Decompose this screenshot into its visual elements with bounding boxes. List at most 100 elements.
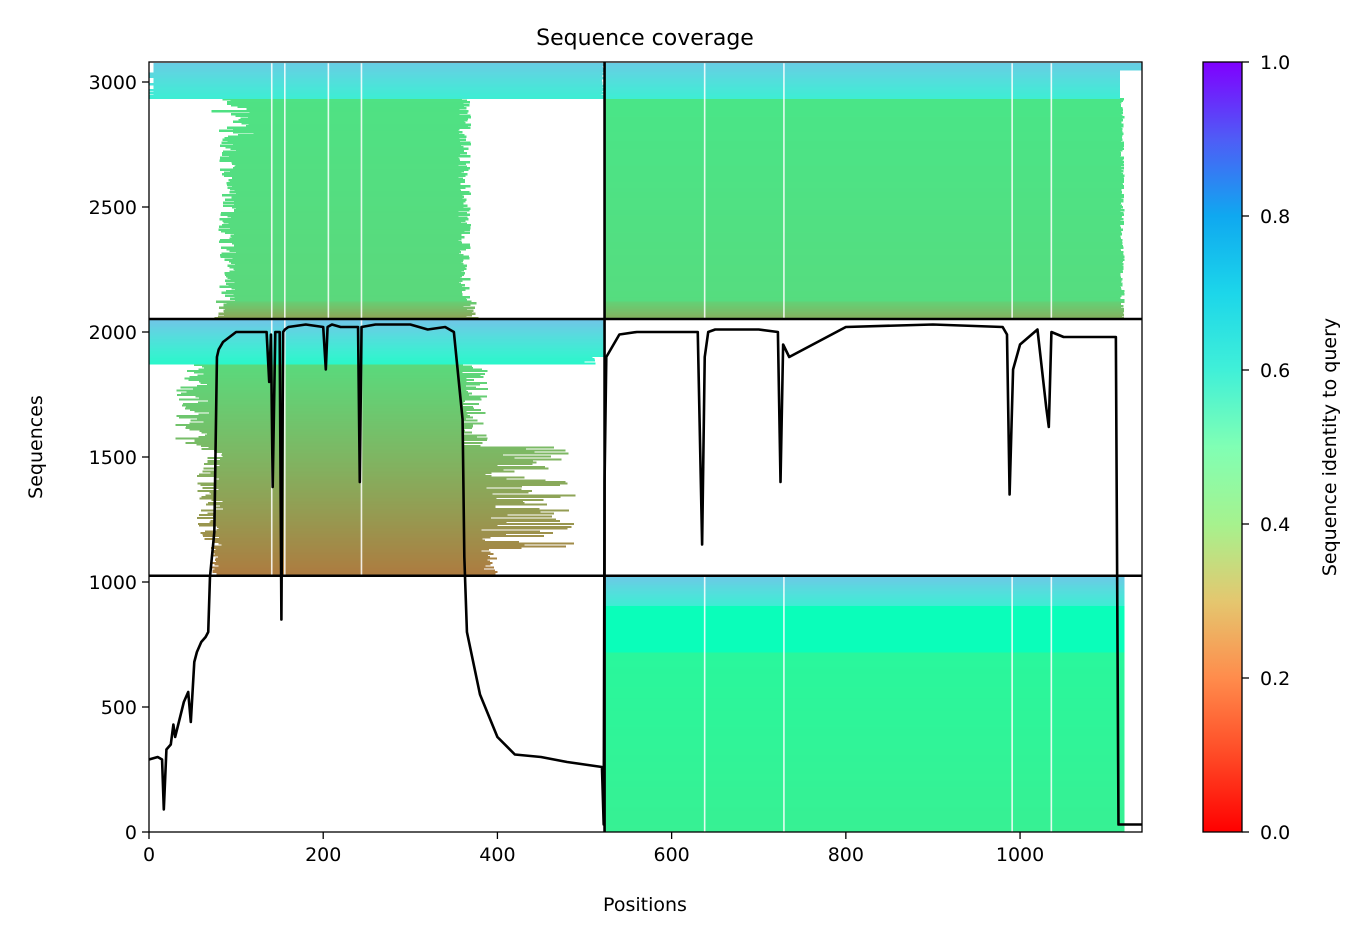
heatmap-row <box>221 252 460 255</box>
heatmap-row <box>232 257 470 260</box>
heatmap-row <box>228 179 465 182</box>
heatmap-row <box>604 614 1125 617</box>
heatmap-row <box>216 572 496 575</box>
heatmap-row <box>228 135 467 138</box>
heatmap-row <box>604 728 1125 731</box>
heatmap-row <box>246 107 467 110</box>
heatmap-row <box>604 758 1125 761</box>
heatmap-row <box>236 149 464 152</box>
heatmap-row <box>204 462 533 466</box>
heatmap-row <box>604 725 1125 728</box>
heatmap-row <box>214 476 525 479</box>
heatmap-row <box>201 495 561 499</box>
heatmap-row <box>604 285 1121 288</box>
heatmap-row <box>604 66 1142 69</box>
heatmap-row <box>604 785 1125 788</box>
heatmap-row <box>604 84 1121 87</box>
x-tick-label: 0 <box>143 844 155 866</box>
heatmap-row <box>604 224 1121 227</box>
heatmap-row <box>149 362 596 365</box>
heatmap-row <box>604 200 1124 203</box>
heatmap-row <box>200 483 560 487</box>
gap-streak <box>1050 575 1053 832</box>
heatmap-row <box>604 735 1125 738</box>
heatmap-row <box>198 524 498 527</box>
heatmap-row <box>604 644 1125 647</box>
heatmap-row <box>197 489 532 493</box>
heatmap-row <box>218 129 459 132</box>
heatmap-row <box>149 353 605 356</box>
heatmap-row <box>604 689 1125 692</box>
heatmap-row <box>197 417 467 421</box>
heatmap-row <box>604 63 1142 66</box>
heatmap-row <box>149 330 605 334</box>
heatmap-row <box>199 473 486 476</box>
gap-streak <box>703 63 706 319</box>
heatmap-row <box>604 266 1124 269</box>
heatmap-row <box>237 105 465 108</box>
heatmap-row <box>604 624 1125 627</box>
heatmap-row <box>229 191 470 194</box>
gap-streak <box>703 575 706 832</box>
heatmap-row <box>213 540 519 544</box>
heatmap-row <box>604 156 1124 159</box>
heatmap-row <box>604 272 1121 275</box>
heatmap-row <box>228 284 465 287</box>
heatmap-row <box>222 201 464 204</box>
heatmap-row <box>238 119 468 122</box>
heatmap-row <box>604 258 1125 261</box>
heatmap-row <box>149 333 605 337</box>
heatmap-row <box>604 251 1124 254</box>
heatmap-row <box>604 177 1124 180</box>
heatmap-row <box>229 155 471 158</box>
gap-streak <box>1011 63 1013 319</box>
heatmap-row <box>227 186 466 189</box>
heatmap-row <box>604 170 1124 173</box>
heatmap-row <box>229 266 465 269</box>
heatmap-row <box>153 93 602 96</box>
heatmap-row <box>604 629 1125 632</box>
heatmap-row <box>604 110 1123 113</box>
colorbar-label: Sequence identity to query <box>1319 318 1341 576</box>
heatmap-row <box>604 270 1123 273</box>
heatmap-row <box>604 245 1124 248</box>
heatmap-row <box>604 117 1123 120</box>
heatmap-row <box>229 297 466 300</box>
heatmap-row <box>604 315 1123 318</box>
heatmap-row <box>604 639 1125 642</box>
heatmap-row <box>153 81 603 84</box>
heatmap-row <box>238 134 465 137</box>
heatmap-row <box>604 183 1124 186</box>
heatmap-row <box>235 263 464 266</box>
heatmap-row <box>149 354 605 358</box>
heatmap-row <box>604 81 1121 84</box>
heatmap-row <box>604 626 1125 629</box>
heatmap-row <box>604 138 1123 141</box>
heatmap-row <box>604 158 1124 161</box>
heatmap-row <box>227 276 461 279</box>
heatmap-row <box>231 236 465 239</box>
heatmap-row <box>235 192 472 195</box>
heatmap-row <box>604 227 1121 230</box>
heatmap-row <box>149 338 605 341</box>
heatmap-row <box>604 702 1125 705</box>
x-axis-ticks: 0 200 400 600 800 1000 <box>143 832 1044 866</box>
heatmap-row <box>231 261 462 264</box>
heatmap-row <box>604 620 1125 623</box>
heatmap-row <box>229 188 460 191</box>
heatmap-row <box>220 168 469 171</box>
heatmap-row <box>226 302 477 305</box>
heatmap-row <box>604 789 1125 792</box>
heatmap-row <box>604 92 1121 95</box>
heatmap-row <box>198 413 468 416</box>
heatmap-row <box>216 525 572 529</box>
heatmap-row <box>604 708 1125 711</box>
heatmap-row <box>226 248 466 251</box>
heatmap-row <box>196 443 463 446</box>
heatmap-row <box>234 189 461 192</box>
heatmap-row <box>604 737 1125 740</box>
heatmap-row <box>187 369 488 373</box>
heatmap-row <box>604 119 1123 122</box>
heatmap-row <box>604 731 1125 734</box>
heatmap-row <box>604 578 1125 581</box>
